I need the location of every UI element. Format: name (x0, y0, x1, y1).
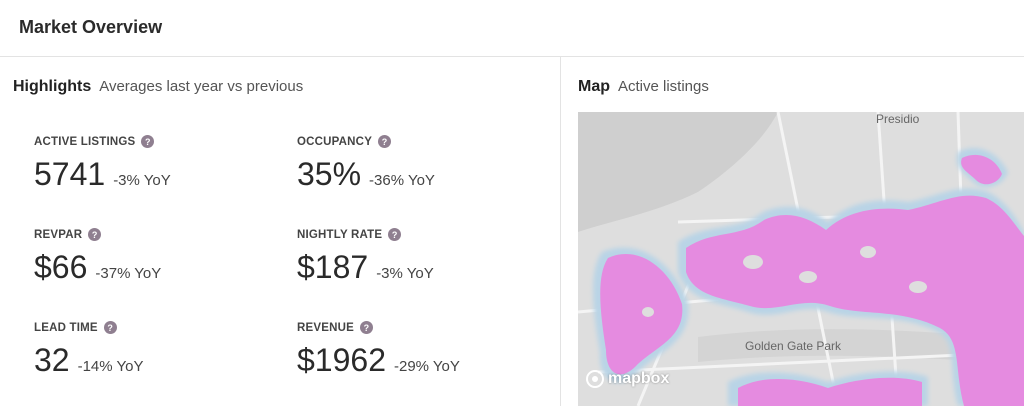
metric-delta: -14% YoY (77, 358, 144, 375)
metric-value: 32 (34, 342, 70, 378)
heatmap-fill (600, 154, 1024, 406)
metric-delta: -3% YoY (376, 265, 434, 282)
bay-water (578, 112, 778, 232)
metric-occupancy: OCCUPANCY ? 35% -36% YoY (297, 135, 537, 193)
metric-active-listings: ACTIVE LISTINGS ? 5741 -3% YoY (34, 135, 274, 193)
highlights-title: Highlights (13, 78, 92, 95)
metric-value: $187 (297, 249, 369, 285)
map-subtitle: Active listings (618, 78, 709, 95)
metric-revenue: REVENUE ? $1962 -29% YoY (297, 321, 537, 379)
heatmap-gaps (642, 246, 927, 317)
metric-value: 5741 (34, 156, 106, 192)
map-canvas (578, 112, 1024, 406)
metric-lead-time: LEAD TIME ? 32 -14% YoY (34, 321, 274, 379)
metric-delta: -37% YoY (95, 265, 162, 282)
mapbox-logo-icon (586, 370, 604, 388)
metric-label: ACTIVE LISTINGS (34, 135, 136, 148)
help-icon[interactable]: ? (103, 321, 117, 334)
mapbox-attribution[interactable]: mapbox (586, 370, 669, 388)
highlights-panel: Highlights Averages last year vs previou… (0, 57, 561, 406)
mapbox-wordmark: mapbox (608, 370, 670, 387)
listings-map[interactable]: Presidio Golden Gate Park mapbox (578, 112, 1024, 406)
highlights-subtitle: Averages last year vs previous (99, 78, 304, 95)
metric-delta: -29% YoY (393, 358, 460, 375)
metric-value: $1962 (297, 342, 386, 378)
metric-label: REVPAR (34, 228, 83, 241)
metric-label: OCCUPANCY (297, 135, 373, 148)
map-title: Map (578, 78, 610, 95)
metric-value: $66 (34, 249, 88, 285)
highlights-header: Highlights Averages last year vs previou… (13, 78, 303, 96)
help-icon[interactable]: ? (378, 135, 392, 148)
metric-nightly-rate: NIGHTLY RATE ? $187 -3% YoY (297, 228, 537, 286)
map-label-golden-gate-park: Golden Gate Park (745, 339, 842, 353)
metric-label: LEAD TIME (34, 321, 98, 334)
metric-delta: -36% YoY (369, 172, 435, 189)
metric-revpar: REVPAR ? $66 -37% YoY (34, 228, 274, 286)
map-label-presidio: Presidio (876, 112, 920, 126)
metric-value: 35% (297, 156, 362, 192)
metric-label: REVENUE (297, 321, 354, 334)
help-icon[interactable]: ? (141, 135, 155, 148)
help-icon[interactable]: ? (388, 228, 402, 241)
page-title: Market Overview (19, 17, 163, 37)
metric-delta: -3% YoY (113, 172, 171, 189)
help-icon[interactable]: ? (88, 228, 102, 241)
map-panel: Map Active listings (562, 57, 1024, 406)
map-header: Map Active listings (578, 78, 709, 96)
help-icon[interactable]: ? (360, 321, 373, 334)
metric-label: NIGHTLY RATE (297, 228, 383, 241)
top-bar: Market Overview (0, 0, 1024, 57)
